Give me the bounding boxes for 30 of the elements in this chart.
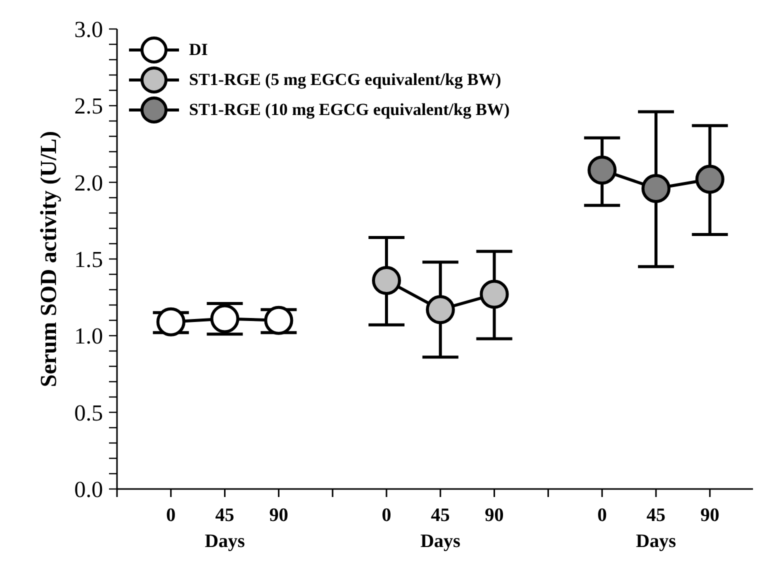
legend-label: DI	[189, 40, 208, 60]
point	[426, 295, 455, 324]
y-tick-label: 1.5	[74, 247, 103, 272]
y-tick-label: 1.0	[74, 324, 103, 349]
point	[372, 266, 401, 295]
y-tick-label: 0.0	[74, 477, 103, 502]
point	[156, 307, 186, 336]
x-tick-label: 90	[269, 505, 288, 526]
text: Days	[636, 531, 676, 552]
x-axis-title: Days	[204, 531, 245, 552]
point	[641, 174, 670, 203]
x-tick-label: 0	[597, 505, 607, 526]
x-tick-label: 45	[646, 505, 666, 526]
legend-label: ST1-RGE (10 mg EGCG equivalent/kg BW)	[189, 100, 510, 120]
point	[480, 280, 509, 309]
legend-label: ST1-RGE (5 mg EGCG equivalent/kg BW)	[189, 70, 502, 90]
x-tick-label: 0	[382, 505, 392, 526]
y-axis-title: Serum SOD activity (U/L)	[36, 130, 62, 388]
y-tick-label: 3.0	[74, 17, 103, 42]
x-tick-label: 45	[215, 505, 234, 526]
y-tick-label: 2.5	[74, 94, 103, 119]
x-tick-label: 90	[484, 505, 504, 526]
x-tick-label: 90	[700, 505, 720, 526]
y-tick-label: 0.5	[74, 400, 103, 426]
x-tick-label: 0	[166, 505, 176, 526]
x-tick-label: 45	[430, 505, 450, 526]
text: Days	[420, 531, 460, 552]
point	[695, 164, 724, 194]
y-tick-label: 2.0	[74, 170, 103, 196]
point	[588, 156, 617, 185]
